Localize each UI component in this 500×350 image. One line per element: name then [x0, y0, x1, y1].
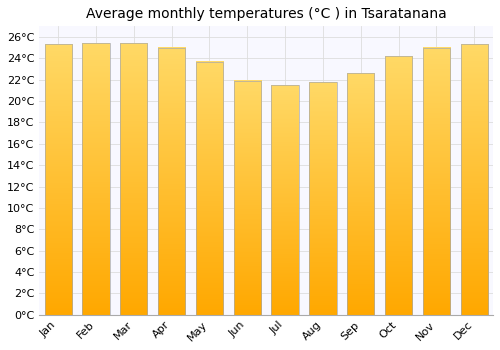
- Bar: [196, 62, 223, 315]
- Bar: [82, 43, 110, 315]
- Bar: [234, 81, 261, 315]
- Bar: [120, 43, 148, 315]
- Bar: [158, 48, 186, 315]
- Bar: [310, 82, 336, 315]
- Bar: [347, 73, 374, 315]
- Bar: [422, 48, 450, 315]
- Bar: [44, 44, 72, 315]
- Bar: [460, 44, 488, 315]
- Bar: [272, 85, 298, 315]
- Bar: [385, 56, 412, 315]
- Title: Average monthly temperatures (°C ) in Tsaratanana: Average monthly temperatures (°C ) in Ts…: [86, 7, 447, 21]
